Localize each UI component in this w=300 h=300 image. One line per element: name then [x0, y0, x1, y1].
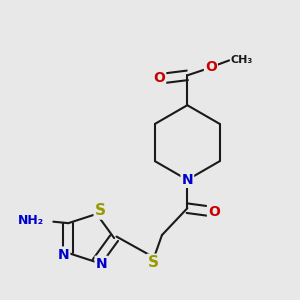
Text: NH₂: NH₂: [18, 214, 44, 227]
Text: S: S: [148, 255, 158, 270]
Text: O: O: [153, 71, 165, 85]
Text: O: O: [205, 60, 217, 74]
Text: N: N: [182, 173, 193, 187]
Text: CH₃: CH₃: [231, 55, 253, 64]
Text: N: N: [58, 248, 69, 262]
Text: N: N: [96, 257, 107, 271]
Text: S: S: [95, 203, 106, 218]
Text: O: O: [208, 205, 220, 219]
